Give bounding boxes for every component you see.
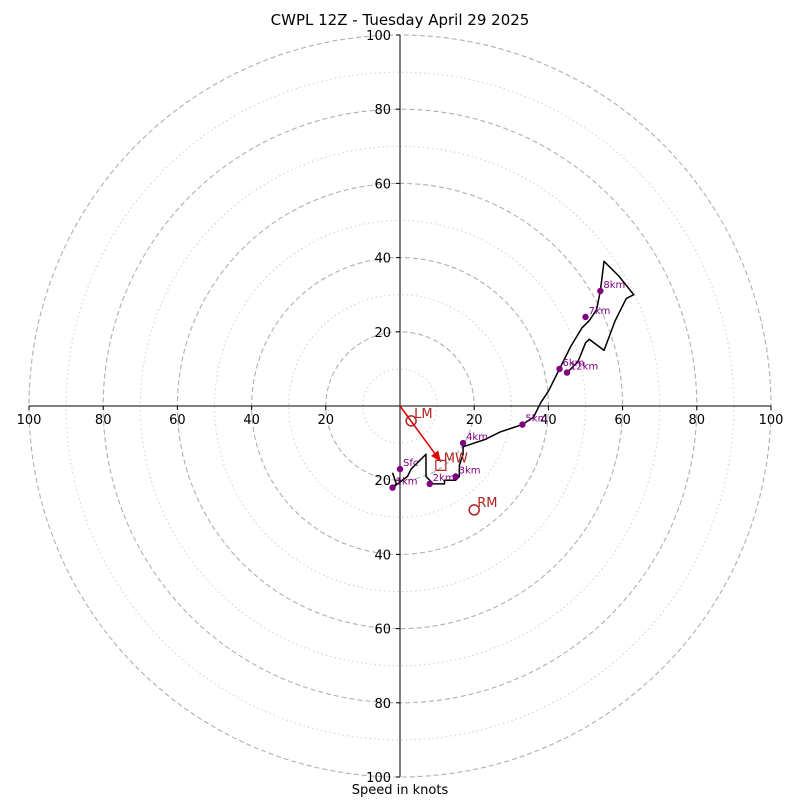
rm-marker [468, 504, 480, 516]
chart-title: CWPL 12Z - Tuesday April 29 2025 [270, 11, 530, 29]
height-marker-3km [452, 473, 459, 480]
mw-label: MW [444, 451, 468, 466]
x-tick-label: 20 [318, 413, 335, 428]
lm-marker [405, 415, 417, 427]
height-label-sfc: Sfc [403, 458, 418, 469]
height-label-8km: 8km [603, 280, 625, 291]
y-tick-label: 20 [374, 326, 391, 341]
mean-wind-vector [399, 405, 442, 463]
height-label-6km: 6km [563, 358, 585, 369]
rm-label: RM [477, 496, 497, 511]
x-tick-label: 60 [169, 413, 186, 428]
lm-label: LM [414, 407, 432, 422]
y-tick-label: 100 [366, 29, 391, 44]
x-tick-label: 40 [243, 413, 260, 428]
height-marker-12km [563, 369, 571, 376]
x-tick-label: 100 [759, 413, 784, 428]
x-tick-label: 20 [466, 413, 483, 428]
height-label-7km: 7km [589, 306, 611, 317]
mw-marker [435, 459, 447, 471]
height-marker-7km [582, 313, 589, 321]
hodograph-trace [391, 260, 635, 489]
height-label-12km: 12km [570, 362, 598, 373]
x-tick-label: 40 [540, 413, 557, 428]
height-marker-1km [389, 484, 396, 491]
height-markers: Sfc 1km 2km 3km 4km 5km 6km 7km 8km 12km [389, 280, 625, 491]
height-marker-8km [597, 287, 604, 295]
y-tick-label: 60 [374, 623, 391, 638]
y-tick-label: 60 [374, 177, 391, 192]
height-marker-6km [556, 365, 563, 373]
y-tick-label: 80 [374, 697, 391, 712]
hodograph-line [391, 260, 635, 489]
storm-motion-markers: LM RM MW [405, 407, 497, 516]
height-label-1km: 1km [396, 477, 418, 488]
y-tick-label: 100 [366, 771, 391, 786]
height-label-3km: 3km [459, 465, 481, 476]
y-tick-label: 40 [374, 252, 391, 267]
x-axis-label: Speed in knots [351, 783, 449, 798]
tick-labels: 100 80 60 40 20 20 40 60 80 100 20 40 60 80 100 20 40 60 8… [17, 29, 784, 786]
height-label-5km: 5km [525, 414, 547, 425]
height-marker-sfc [396, 465, 404, 473]
height-marker-2km [426, 480, 433, 488]
mean-wind-arrow [399, 405, 442, 463]
y-tick-label: 40 [374, 548, 391, 563]
y-tick-label: 80 [374, 103, 391, 118]
height-label-4km: 4km [466, 432, 488, 443]
x-tick-label: 80 [95, 413, 112, 428]
x-tick-label: 60 [614, 413, 631, 428]
x-tick-label: 80 [689, 413, 706, 428]
height-label-2km: 2km [433, 473, 455, 484]
x-tick-label: 100 [17, 413, 42, 428]
y-tick-label: 20 [374, 474, 391, 489]
height-marker-4km [459, 439, 467, 447]
height-marker-5km [519, 421, 526, 428]
